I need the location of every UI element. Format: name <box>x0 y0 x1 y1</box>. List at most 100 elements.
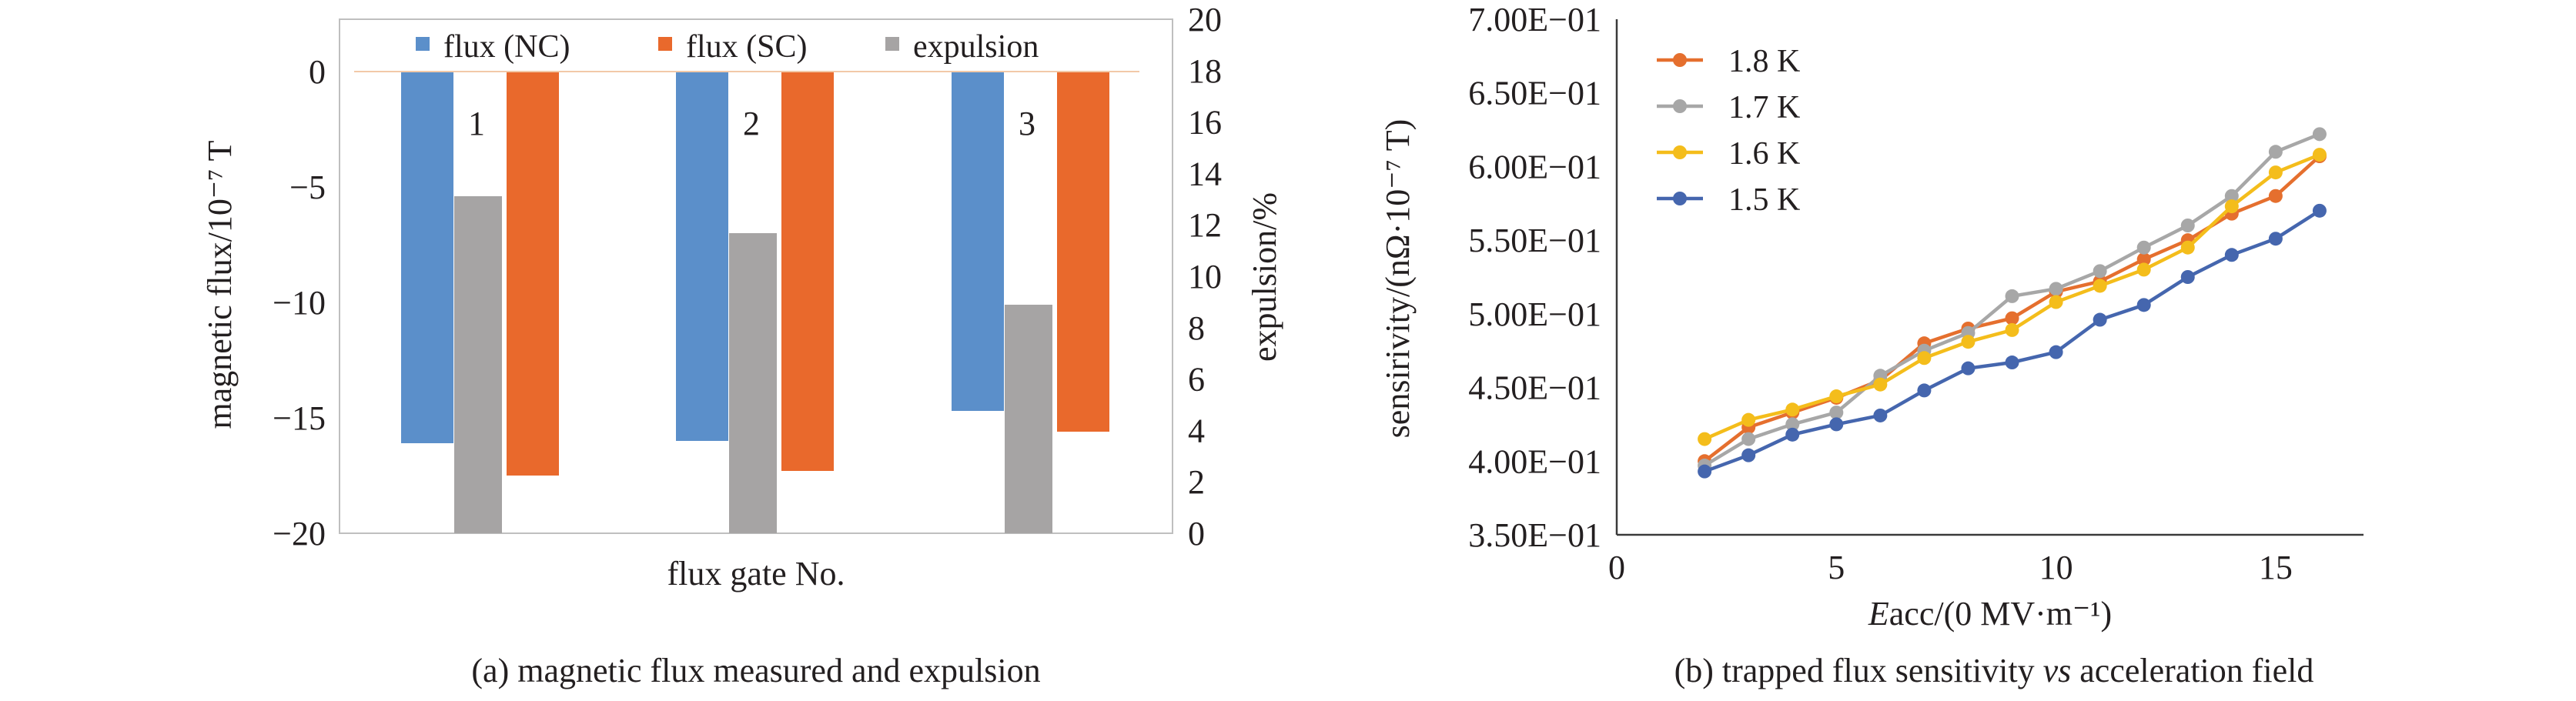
chart-b-caption-part1: (b) trapped flux sensitivity <box>1674 652 2043 689</box>
y-tick-label: 5.00E−01 <box>1468 295 1601 333</box>
legend-label-2: expulsion <box>913 29 1039 65</box>
bar-flux-sc-3 <box>1057 72 1109 432</box>
bar-flux-nc-3 <box>952 72 1004 411</box>
bar-flux-sc-1 <box>507 72 559 476</box>
point-1.6-K-9 <box>2005 322 2019 337</box>
chart-b-x-axis-label-rest: acc/(0 MV·m⁻¹) <box>1889 595 2112 633</box>
legend-label-2: 1.6 K <box>1728 136 1800 172</box>
point-1.5-K-8 <box>1961 361 1975 376</box>
point-1.7-K-5 <box>1829 406 1844 420</box>
point-1.6-K-7 <box>1917 351 1932 366</box>
legend-swatch-0 <box>416 37 430 51</box>
chart-a-bars <box>401 72 1109 533</box>
y2-tick-label: 14 <box>1188 155 1222 192</box>
point-1.5-K-7 <box>1917 383 1932 398</box>
point-1.8-K-9 <box>2005 311 2019 325</box>
point-1.5-K-5 <box>1829 417 1844 432</box>
chart-b-x-axis-label-italic: E <box>1868 595 1889 633</box>
y-tick-label: 4.00E−01 <box>1468 442 1601 480</box>
x-tick-label: 15 <box>2259 549 2293 586</box>
chart-b-y-tick-labels: 7.00E−01 6.50E−01 6.00E−01 5.50E−01 5.00E−01… <box>1468 1 1601 554</box>
chart-b-x-tick-labels: 0 5 10 15 <box>1608 549 2293 586</box>
chart-b-caption-italic: vs <box>2043 652 2072 689</box>
y-tick-label: 6.50E−01 <box>1468 75 1601 112</box>
y-tick-label: −15 <box>273 399 326 437</box>
x-tick-label: 0 <box>1608 549 1625 586</box>
point-1.6-K-3 <box>1741 412 1756 427</box>
y-tick-label: −5 <box>289 169 326 206</box>
y2-tick-label: 6 <box>1188 361 1205 399</box>
point-1.5-K-11 <box>2093 312 2107 327</box>
y2-tick-label: 16 <box>1188 104 1222 142</box>
bar-expulsion-2 <box>729 233 777 533</box>
chart-b-caption: (b) trapped flux sensitivity vs accelera… <box>1674 652 2314 689</box>
point-1.7-K-16 <box>2312 127 2327 142</box>
legend-swatch-1 <box>658 37 672 51</box>
point-1.8-K-12 <box>2136 252 2151 267</box>
y-tick-label: 6.00E−01 <box>1468 148 1601 185</box>
chart-b-caption-part2: acceleration field <box>2071 652 2313 689</box>
y-tick-label: −20 <box>273 515 326 552</box>
bar-flux-nc-1 <box>401 72 453 443</box>
point-1.7-K-15 <box>2268 145 2283 159</box>
point-1.6-K-2 <box>1698 432 1712 446</box>
point-1.5-K-3 <box>1741 448 1756 462</box>
bar-flux-sc-2 <box>781 72 834 471</box>
point-1.5-K-4 <box>1785 427 1800 442</box>
y-tick-label: 5.50E−01 <box>1468 222 1601 259</box>
y2-tick-label: 18 <box>1188 52 1222 90</box>
point-1.5-K-14 <box>2224 248 2239 262</box>
y2-tick-label: 20 <box>1188 1 1222 38</box>
legend-label-3: 1.5 K <box>1728 182 1800 218</box>
legend-marker-1 <box>1673 99 1687 113</box>
point-1.6-K-10 <box>2049 295 2063 309</box>
point-1.8-K-15 <box>2268 189 2283 203</box>
point-1.7-K-3 <box>1741 432 1756 446</box>
y2-tick-label: 4 <box>1188 412 1205 449</box>
y2-tick-label: 12 <box>1188 206 1222 244</box>
legend-label-0: flux (NC) <box>443 29 570 65</box>
point-1.5-K-9 <box>2005 356 2019 370</box>
bar-expulsion-3 <box>1005 305 1052 533</box>
chart-b-y-axis-label: sensirivity/(nΩ·10⁻⁷ T) <box>1379 119 1417 439</box>
point-1.7-K-13 <box>2180 219 2195 232</box>
chart-a-x-axis-label: flux gate No. <box>667 555 845 593</box>
point-1.7-K-11 <box>2093 264 2107 279</box>
point-1.5-K-13 <box>2180 270 2195 284</box>
point-1.6-K-14 <box>2224 199 2239 214</box>
point-1.7-K-10 <box>2049 282 2063 296</box>
legend-marker-2 <box>1673 145 1687 159</box>
bar-expulsion-1 <box>454 196 502 533</box>
point-1.6-K-5 <box>1829 389 1844 404</box>
legend-marker-0 <box>1673 53 1687 67</box>
legend-swatch-2 <box>885 37 899 51</box>
point-1.6-K-11 <box>2093 279 2107 293</box>
chart-b-frame <box>1615 19 2364 536</box>
point-1.6-K-15 <box>2268 165 2283 180</box>
chart-a-y-axis-label: magnetic flux/10⁻⁷ T <box>201 140 239 429</box>
point-1.6-K-12 <box>2136 262 2151 277</box>
point-1.6-K-6 <box>1873 377 1888 392</box>
x-tick-label: 10 <box>2039 549 2073 586</box>
point-1.7-K-12 <box>2136 240 2151 255</box>
chart-a-caption: (a) magnetic flux measured and expulsion <box>471 652 1040 689</box>
bar-flux-nc-2 <box>676 72 728 441</box>
chart-b-series <box>1698 127 2327 479</box>
chart-a-y-tick-labels: 0 −5 −10 −15 −20 <box>273 53 326 552</box>
point-1.5-K-10 <box>2049 345 2063 359</box>
point-1.6-K-8 <box>1961 335 1975 349</box>
chart-a-category-labels: 1 2 3 <box>468 105 1035 142</box>
point-1.7-K-9 <box>2005 289 2019 303</box>
point-1.5-K-6 <box>1873 408 1888 422</box>
chart-a-y2-axis-label: expulsion/% <box>1246 192 1283 362</box>
category-label-3: 3 <box>1019 105 1035 142</box>
y-tick-label: 7.00E−01 <box>1468 1 1601 38</box>
chart-a-legend: flux (NC) flux (SC) expulsion <box>416 29 1039 65</box>
point-1.7-K-14 <box>2224 189 2239 203</box>
legend-label-0: 1.8 K <box>1728 44 1800 79</box>
point-1.7-K-4 <box>1785 417 1800 432</box>
